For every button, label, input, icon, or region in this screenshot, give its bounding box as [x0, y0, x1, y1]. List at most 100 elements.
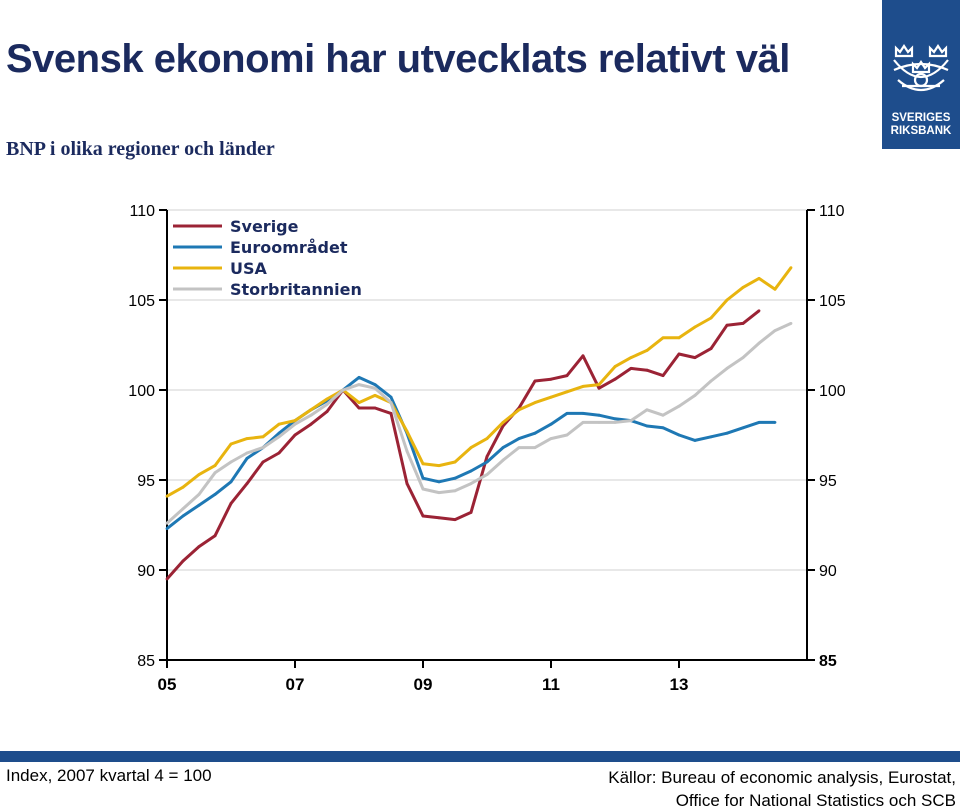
legend-label-3: USA: [230, 259, 268, 278]
series-2-point: [501, 446, 505, 449]
series-4-point: [341, 388, 345, 392]
x-tick-label: 09: [414, 675, 433, 694]
riksbank-logo: SVERIGES RIKSBANK: [882, 0, 960, 149]
series-3-point: [325, 397, 329, 401]
series-1-point: [725, 323, 729, 327]
series-4-point: [245, 451, 249, 455]
legend-label-2: Euroområdet: [230, 238, 348, 257]
series-2-point: [773, 421, 777, 424]
series-4-point: [325, 403, 329, 406]
series-4-point: [581, 421, 585, 424]
series-3-point: [245, 437, 249, 440]
series-4-point: [533, 446, 537, 449]
series-2-point: [741, 426, 745, 430]
series-3-point: [517, 408, 521, 412]
series-2-point: [165, 527, 169, 530]
series-2-point: [421, 476, 425, 480]
series-3-point: [213, 464, 217, 467]
footer-source-line2: Office for National Statistics och SCB: [675, 791, 956, 810]
series-1-point: [677, 352, 681, 356]
series-3-point: [581, 385, 585, 388]
series-1-point: [533, 379, 537, 383]
footer-source-line1: Källor: Bureau of economic analysis, Eur…: [608, 768, 956, 787]
series-2-point: [597, 413, 601, 417]
legend-label-4: Storbritannien: [230, 280, 362, 299]
series-3-point: [661, 336, 665, 340]
series-4-point: [501, 458, 505, 462]
series-4-point: [357, 383, 361, 386]
series-1-point: [645, 368, 649, 372]
series-1-point: [181, 559, 185, 563]
series-1-point: [261, 460, 265, 464]
series-4-point: [613, 421, 617, 424]
series-4-point: [629, 419, 633, 422]
series-1-point: [501, 424, 505, 428]
series-1-point: [213, 534, 217, 538]
series-1-point: [485, 455, 489, 458]
series-3-point: [677, 336, 681, 340]
series-3-point: [293, 419, 297, 422]
riksbank-crest-icon: [893, 44, 949, 92]
series-2-point: [277, 431, 281, 435]
series-4-point: [389, 401, 393, 404]
series-4-point: [549, 437, 553, 440]
series-2-point: [245, 457, 249, 460]
series-2-point: [613, 417, 617, 421]
series-4-point: [517, 446, 521, 449]
footer-source: Källor: Bureau of economic analysis, Eur…: [608, 766, 956, 812]
series-1-point: [165, 577, 169, 581]
series-2-point: [229, 480, 233, 484]
series-2-point: [693, 439, 697, 442]
series-2-point: [757, 421, 761, 424]
series-4-point: [229, 460, 233, 464]
series-1-point: [661, 374, 665, 377]
series-3-point: [485, 437, 489, 440]
series-2-point: [197, 503, 201, 507]
series-1-point: [197, 545, 201, 548]
y-tick-label-right: 110: [819, 203, 845, 220]
series-1-point: [629, 367, 633, 370]
series-4-point: [741, 356, 745, 359]
series-2-point: [661, 426, 665, 430]
series-3-point: [549, 395, 553, 399]
y-tick-label-left: 90: [137, 563, 155, 580]
series-2-point: [485, 460, 489, 464]
series-3-point: [773, 287, 777, 291]
series-1-point: [613, 377, 617, 381]
y-tick-label-right: 85: [819, 653, 837, 670]
series-2-point: [581, 412, 585, 415]
y-tick-label-left: 100: [128, 383, 155, 400]
y-tick-label-left: 85: [137, 653, 155, 670]
series-4-point: [597, 421, 601, 424]
series-3-point: [309, 408, 313, 412]
series-1-point: [357, 406, 361, 410]
series-4-point: [453, 489, 457, 493]
series-3-point: [357, 401, 361, 404]
series-1-point: [309, 422, 313, 426]
series-1-point: [741, 322, 745, 325]
series-2-point: [373, 383, 377, 386]
series-3-point: [757, 277, 761, 280]
series-4-point: [165, 521, 169, 525]
series-1-point: [421, 514, 425, 518]
series-2-point: [357, 376, 361, 379]
footer-stripe: [0, 751, 960, 762]
series-1-point: [389, 412, 393, 415]
series-2-point: [517, 437, 521, 440]
series-3-point: [741, 286, 745, 289]
series-4-point: [261, 446, 265, 449]
series-4-point: [181, 507, 185, 511]
gdp-line-chart: 85 85 90 90 95 95 100 100 105 105 110 110 05 07 09 11 13…: [128, 203, 846, 694]
series-3-point: [373, 394, 377, 397]
page-title: Svensk ekonomi har utvecklats relativt v…: [6, 37, 790, 81]
series-4-point: [309, 413, 313, 417]
series-2-point: [549, 422, 553, 426]
series-4-point: [789, 322, 793, 325]
series-3-point: [421, 462, 425, 466]
series-4-point: [661, 413, 665, 417]
series-2-point: [213, 493, 217, 496]
y-tick-label-right: 90: [819, 563, 837, 580]
series-4-point: [213, 471, 217, 475]
series-4-point: [773, 329, 777, 332]
series-3-point: [453, 460, 457, 464]
